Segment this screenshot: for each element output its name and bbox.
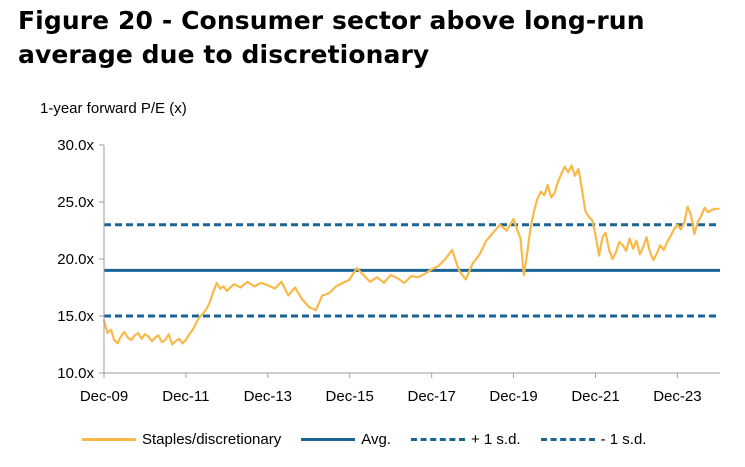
legend-item-plus-sd: + 1 s.d.: [410, 430, 521, 448]
y-tick-label: 15.0x: [57, 308, 94, 325]
x-tick-label: Dec-11: [162, 388, 209, 405]
y-axis-label: 1-year forward P/E (x): [40, 100, 187, 117]
legend-label-minus-sd: - 1 s.d.: [600, 430, 647, 448]
legend-item-avg: Avg.: [301, 431, 391, 448]
legend-swatch-plus-sd: [410, 437, 465, 441]
x-tick-label: Dec-21: [571, 388, 619, 405]
x-tick-label: Dec-19: [489, 388, 537, 405]
legend-swatch-minus-sd: [540, 437, 595, 441]
chart-title: Figure 20 - Consumer sector above long-r…: [18, 6, 645, 69]
series-line-staples-discretionary: [102, 164, 720, 346]
x-tick-label: Dec-09: [80, 388, 128, 405]
y-axis-ticks: 10.0x 15.0x 20.0x 25.0x 30.0x: [57, 137, 104, 382]
x-tick-label: Dec-17: [408, 388, 456, 405]
legend-swatch-series: [82, 437, 136, 441]
legend: Staples/discretionary Avg. + 1 s.d. - 1 …: [82, 427, 646, 451]
legend-swatch-avg: [301, 437, 356, 441]
axes: [103, 145, 720, 374]
reference-lines: [104, 223, 720, 318]
x-tick-label: Dec-23: [653, 388, 701, 405]
x-tick-label: Dec-15: [326, 388, 374, 405]
legend-label-series: Staples/discretionary: [142, 430, 282, 448]
legend-label-avg: Avg.: [361, 430, 391, 448]
legend-item-minus-sd: - 1 s.d.: [540, 430, 647, 448]
y-tick-label: 10.0x: [57, 365, 94, 382]
y-tick-label: 25.0x: [57, 194, 94, 211]
x-axis-ticks: Dec-09 Dec-11 Dec-13 Dec-15 Dec-17 Dec-19 Dec-…: [80, 373, 702, 405]
y-tick-label: 20.0x: [57, 251, 94, 268]
legend-label-plus-sd: + 1 s.d.: [470, 430, 521, 448]
x-tick-label: Dec-13: [244, 388, 292, 405]
y-tick-label: 30.0x: [57, 137, 94, 154]
legend-item-series: Staples/discretionary: [82, 431, 281, 448]
